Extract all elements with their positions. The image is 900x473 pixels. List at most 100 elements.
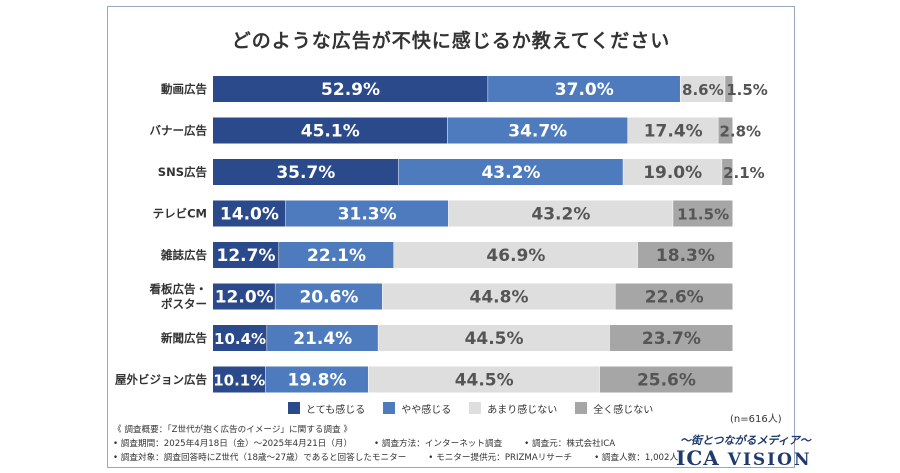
bar-segment	[213, 242, 280, 268]
data-label: 2.1%	[723, 164, 765, 182]
brand-name-main: ICA	[676, 446, 720, 470]
bar-segment	[213, 366, 266, 393]
notes-row-3: • 調査対象：調査回答時にZ世代（18歳〜27歳）であると回答したモニター • モ…	[113, 451, 678, 465]
bar-segment	[722, 159, 733, 185]
data-label: 44.5%	[465, 329, 524, 349]
data-label: 2.8%	[719, 123, 761, 141]
category-label: 看板広告・ポスター	[149, 282, 208, 311]
data-label: 19.0%	[643, 163, 702, 183]
data-label: 21.4%	[293, 329, 352, 349]
bar-segment	[393, 242, 638, 268]
bar-segment	[609, 325, 733, 351]
category-label: SNS広告	[158, 165, 208, 179]
bar-segment	[447, 117, 628, 144]
survey-notes: 《 調査概要：「Z世代が抱く広告のイメージ」に関する調査 》 • 調査期間：20…	[113, 423, 678, 465]
notes-period: • 調査期間：2025年4月18日（金）〜2025年4月21日（月）	[113, 439, 353, 449]
bar-segment	[213, 76, 489, 102]
data-label: 22.6%	[645, 288, 704, 308]
category-label: 屋外ビジョン広告	[115, 373, 207, 387]
legend-label: 全く感じない	[593, 404, 654, 416]
bar-segment	[368, 366, 600, 393]
notes-heading: 《 調査概要：「Z世代が抱く広告のイメージ」に関する調査 》	[113, 425, 352, 435]
legend-swatch	[575, 402, 588, 414]
legend-item: あまり感じない	[469, 401, 557, 416]
bar-segment	[378, 325, 610, 351]
bar-segment	[213, 200, 286, 227]
bar-segment	[265, 366, 369, 393]
bar-segment	[680, 76, 726, 102]
legend-label: やや感じる	[401, 404, 452, 416]
data-label: 11.5%	[677, 206, 729, 224]
notes-target: • 調査対象：調査回答時にZ世代（18歳〜27歳）であると回答したモニター	[113, 453, 407, 463]
data-label: 44.8%	[470, 288, 529, 308]
bar-segment	[627, 117, 719, 144]
legend-item: やや感じる	[383, 401, 451, 416]
data-label: 22.1%	[307, 246, 366, 266]
data-label: 37.0%	[555, 80, 614, 100]
data-label: 43.2%	[481, 163, 540, 183]
data-label: 35.7%	[276, 163, 335, 183]
bar-segment	[637, 242, 733, 268]
data-label: 17.4%	[644, 122, 703, 142]
sample-size-note: (n=616人)	[730, 414, 782, 425]
bar-segment	[718, 117, 733, 144]
brand-name-sub: VISION	[727, 450, 812, 470]
bar-segment	[213, 117, 448, 144]
bar-segment	[213, 325, 268, 351]
bar-segment	[488, 76, 681, 102]
notes-method: • 調査方法：インターネット調査	[374, 439, 503, 449]
bar-segment	[275, 283, 383, 310]
category-label: バナー広告	[150, 124, 208, 138]
data-label: 23.7%	[642, 329, 701, 349]
bar-segment	[213, 283, 276, 310]
legend-swatch	[288, 402, 300, 414]
bar-segment	[623, 159, 723, 185]
data-label: 18.3%	[656, 246, 715, 266]
legend-item: とても感じる	[288, 401, 365, 416]
legend-item: 全く感じない	[575, 401, 653, 416]
bar-segment	[673, 200, 733, 227]
data-label: 46.9%	[486, 246, 545, 266]
notes-provider: • モニター提供元：PRIZMAリサーチ	[428, 453, 573, 463]
notes-count: • 調査人数：1,002人	[594, 453, 679, 463]
notes-source: • 調査元：株式会社ICA	[524, 439, 616, 449]
data-label: 43.2%	[531, 205, 590, 225]
category-label: 新聞広告	[161, 331, 207, 345]
legend-label: とても感じる	[306, 404, 366, 416]
bar-segment	[285, 200, 449, 227]
bar-segment	[725, 76, 733, 102]
data-label: 10.1%	[213, 372, 265, 390]
bar-segment	[398, 159, 624, 185]
bar-segment	[599, 366, 733, 393]
bar-segment	[279, 242, 394, 268]
data-label: 45.1%	[301, 122, 360, 142]
data-label: 14.0%	[220, 205, 279, 225]
legend-swatch	[383, 402, 396, 414]
data-label: 19.8%	[288, 371, 347, 391]
data-label: 12.0%	[215, 288, 274, 308]
chart-title: どのような広告が不快に感じるか教えてください	[231, 30, 671, 52]
category-label: 雑誌広告	[160, 248, 207, 262]
bar-segment	[615, 283, 733, 310]
legend-label: あまり感じない	[487, 404, 558, 416]
brand-logo: ICA VISION	[676, 446, 811, 470]
data-label: 1.5%	[726, 81, 768, 99]
bar-segment	[448, 200, 674, 227]
data-label: 12.7%	[217, 246, 276, 266]
category-label: 動画広告	[161, 82, 207, 96]
category-label: テレビCM	[153, 207, 207, 221]
bar-segment	[267, 325, 379, 351]
notes-row-2: • 調査期間：2025年4月18日（金）〜2025年4月21日（月） • 調査方法…	[113, 437, 678, 451]
bar-segment	[213, 159, 399, 185]
data-label: 20.6%	[299, 288, 358, 308]
chart-legend: とても感じる やや感じる あまり感じない 全く感じない	[288, 401, 671, 416]
data-label: 52.9%	[321, 80, 380, 100]
data-label: 10.4%	[214, 330, 266, 348]
data-label: 34.7%	[508, 122, 567, 142]
data-label: 44.5%	[455, 371, 514, 391]
brand-tagline: 〜街とつながるメディア〜	[680, 434, 811, 447]
data-label: 31.3%	[338, 205, 397, 225]
bar-segment	[382, 283, 616, 310]
data-label: 25.6%	[637, 371, 696, 391]
